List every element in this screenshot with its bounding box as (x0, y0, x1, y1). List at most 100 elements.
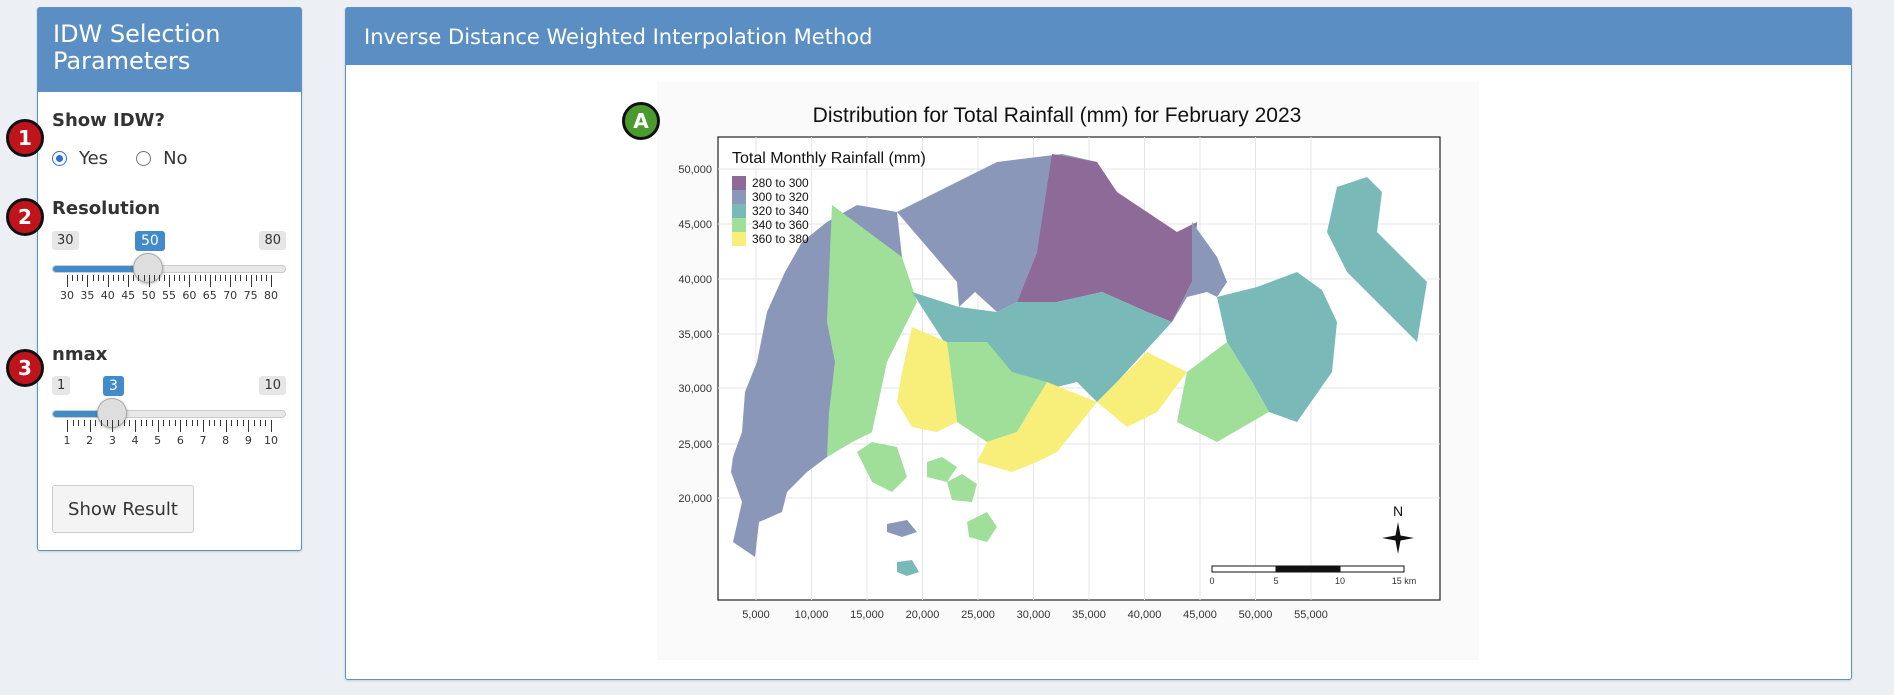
slider-tick-minor (163, 420, 165, 426)
slider-tick-label: 70 (223, 289, 238, 302)
slider-tick-minor (78, 420, 80, 426)
radio-yes-label[interactable]: Yes (79, 148, 109, 169)
slider-tick-minor (208, 420, 210, 426)
slider-tick-minor (163, 275, 165, 281)
resolution-min: 30 (52, 231, 79, 250)
radio-no-label[interactable]: No (163, 148, 188, 169)
slider-tick-major (203, 420, 204, 432)
slider-tick-minor (204, 275, 206, 281)
slider-tick-minor (237, 420, 238, 426)
slider-tick-minor (194, 275, 196, 281)
nmax-handle[interactable] (97, 398, 127, 428)
legend-item-label: 340 to 360 (752, 218, 809, 232)
legend-swatch (732, 218, 746, 232)
north-arrow: N (1382, 503, 1414, 554)
slider-tick-minor (235, 275, 237, 281)
map-figure: Distribution for Total Rainfall (mm) for… (657, 82, 1479, 660)
slider-tick-minor (214, 420, 216, 426)
slider-tick-minor (146, 420, 148, 426)
x-tick-label: 50,000 (1239, 609, 1273, 621)
resolution-tick-labels: 30 35 40 45 50 55 60 65 70 75 80 (52, 289, 286, 303)
region-360-380-west (897, 327, 957, 432)
north-label: N (1393, 503, 1403, 519)
slider-tick-minor (102, 275, 104, 281)
slider-tick-major (87, 275, 89, 287)
slider-tick-label: 35 (80, 289, 95, 302)
x-axis-tick-labels: 5,000 10,000 15,000 20,000 25,000 30,000 35,00… (742, 609, 1328, 621)
slider-tick-minor (95, 420, 97, 426)
marker-a: A (622, 102, 660, 140)
slider-tick-minor (184, 275, 186, 281)
y-tick-label: 45,000 (678, 219, 712, 231)
legend-swatch (732, 232, 746, 246)
map-svg: Distribution for Total Rainfall (mm) for… (678, 104, 1441, 621)
island-340-360-southwest (857, 442, 907, 492)
resolution-label: Resolution (52, 198, 161, 219)
x-tick-label: 45,000 (1183, 609, 1217, 621)
resolution-ticks (52, 275, 286, 287)
slider-tick-label: 40 (100, 289, 115, 302)
slider-tick-major (230, 275, 232, 287)
slider-tick-major (189, 275, 191, 287)
marker-2: 2 (6, 198, 44, 236)
legend-title: Total Monthly Rainfall (mm) (732, 150, 926, 167)
slider-tick-major (157, 420, 159, 432)
scale-label: 5 (1273, 576, 1278, 586)
resolution-track[interactable] (52, 265, 286, 273)
slider-tick-major (135, 420, 136, 432)
idw-panel-title: Inverse Distance Weighted Interpolation … (346, 8, 1851, 65)
slider-tick-label: 4 (131, 434, 139, 447)
region-320-340-east (1217, 272, 1337, 422)
resolution-slider[interactable]: 30 50 80 30 35 40 45 50 55 60 65 70 75 80 (52, 231, 286, 311)
slider-tick-label: 5 (154, 434, 162, 447)
slider-tick-minor (97, 275, 99, 281)
slider-tick-minor (220, 420, 221, 426)
slider-tick-minor (152, 420, 153, 426)
show-result-button[interactable]: Show Result (52, 485, 194, 533)
y-tick-label: 30,000 (678, 383, 712, 395)
slider-tick-label: 65 (202, 289, 217, 302)
y-tick-label: 35,000 (678, 329, 712, 341)
scale-label: 15 km (1392, 576, 1417, 586)
slider-tick-label: 2 (86, 434, 94, 447)
nmax-max: 10 (259, 376, 286, 395)
slider-tick-minor (84, 420, 85, 426)
region-320-340-island (1327, 177, 1427, 342)
slider-tick-label: 1 (63, 434, 71, 447)
slider-tick-label: 8 (222, 434, 230, 447)
nmax-slider[interactable]: 1 3 10 1 2 3 4 5 6 7 8 9 10 (52, 376, 286, 456)
slider-tick-minor (231, 420, 233, 426)
slider-tick-minor (254, 420, 255, 426)
legend-item-label: 360 to 380 (752, 232, 809, 246)
legend-item-label: 320 to 340 (752, 204, 809, 218)
slider-tick-major (107, 275, 109, 287)
slider-tick-major (67, 275, 68, 287)
radio-yes[interactable] (52, 151, 67, 166)
radio-no[interactable] (136, 151, 152, 166)
resolution-value: 50 (135, 231, 165, 251)
slider-tick-minor (191, 420, 193, 426)
region-360-380-east (1097, 352, 1187, 427)
legend-swatch (732, 190, 746, 204)
nmax-track[interactable] (52, 410, 286, 418)
slider-tick-major (67, 420, 68, 432)
slider-tick-label: 9 (244, 434, 252, 447)
slider-tick-minor (265, 275, 267, 281)
parameters-panel-title: IDW Selection Parameters (38, 8, 301, 92)
slider-tick-minor (179, 275, 181, 281)
nmax-tick-labels: 1 2 3 4 5 6 7 8 9 10 (52, 434, 286, 448)
slider-tick-minor (259, 420, 261, 426)
resolution-handle[interactable] (133, 253, 163, 283)
island-340-360-south-1 (927, 457, 957, 482)
slider-tick-label: 75 (243, 289, 258, 302)
slider-tick-minor (118, 275, 119, 281)
marker-3: 3 (6, 349, 44, 387)
x-tick-label: 25,000 (961, 609, 995, 621)
slider-tick-minor (106, 420, 108, 426)
y-axis-tick-labels: 50,000 45,000 40,000 35,000 30,000 25,000 20,0… (678, 164, 712, 505)
slider-tick-minor (153, 275, 155, 281)
slider-tick-major (148, 275, 150, 287)
scale-label: 10 (1335, 576, 1345, 586)
map-legend: Total Monthly Rainfall (mm) 280 to 30030… (732, 150, 926, 246)
slider-tick-label: 60 (182, 289, 197, 302)
